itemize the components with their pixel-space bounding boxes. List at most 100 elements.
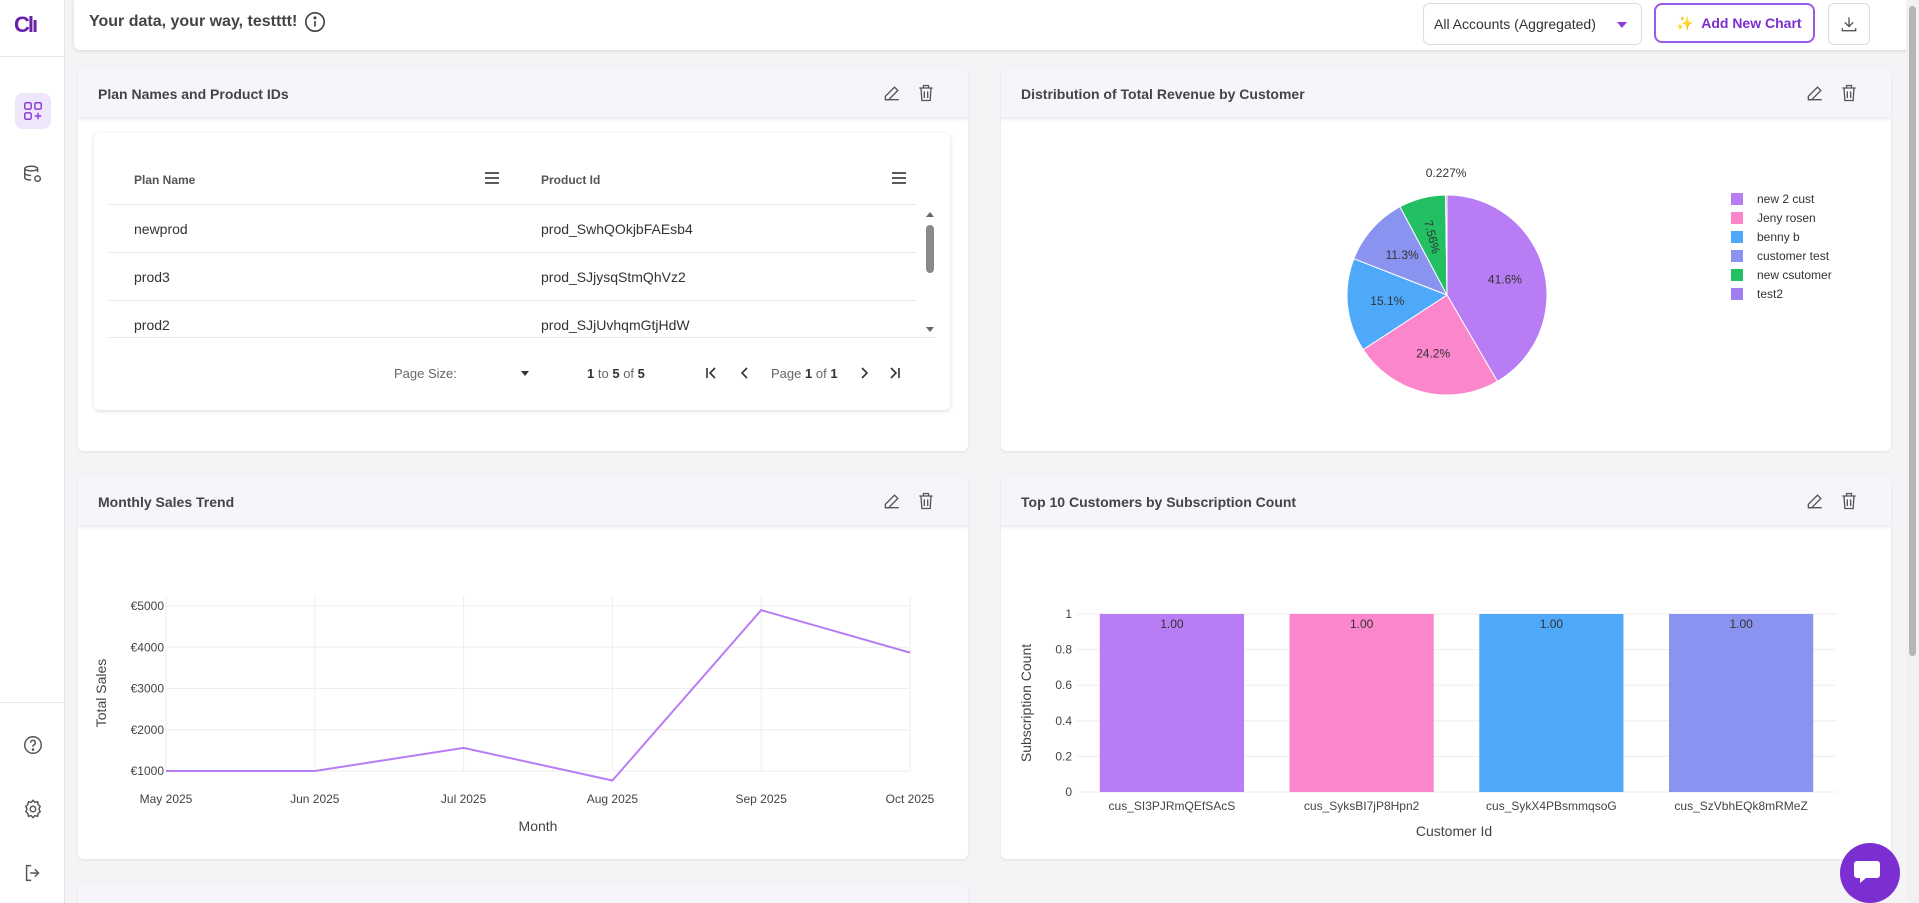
edit-icon[interactable] [1805, 83, 1825, 103]
chevron-down-icon [1617, 22, 1627, 28]
x-axis-title: Customer Id [1416, 823, 1492, 839]
column-menu-icon[interactable] [890, 170, 908, 186]
pie-slice[interactable] [1362, 294, 1499, 396]
page-size-dropdown[interactable] [521, 371, 529, 376]
y-tick-label: 0.4 [1055, 714, 1072, 728]
pie-slice[interactable] [1446, 194, 1548, 383]
edit-icon[interactable] [882, 491, 902, 511]
card-title: Monthly Sales Trend [98, 494, 235, 510]
y-tick-label: 1 [1065, 607, 1072, 621]
data-point[interactable] [462, 746, 466, 750]
legend-swatch [1731, 288, 1743, 300]
cell-product-id: prod_SJjysqStmQhVz2 [541, 269, 686, 285]
data-point[interactable] [313, 769, 317, 773]
page-scrollbar-thumb[interactable] [1909, 6, 1916, 656]
account-selector-value: All Accounts (Aggregated) [1434, 16, 1596, 32]
card-top-customers: Top 10 Customers by Subscription Count 0… [1001, 476, 1891, 859]
trash-icon[interactable] [916, 491, 936, 511]
greeting-text: Your data, your way, testttt! [89, 13, 298, 30]
pie-data-label: 0.227% [1426, 166, 1467, 180]
legend-label[interactable]: customer test [1757, 249, 1830, 263]
sidebar-item-dashboard[interactable] [15, 93, 51, 129]
y-tick-label: €5000 [131, 599, 165, 613]
x-tick-label: Jul 2025 [441, 792, 487, 806]
column-header-plan-name[interactable]: Plan Name [134, 173, 196, 187]
bar[interactable] [1289, 614, 1434, 792]
bar[interactable] [1099, 614, 1244, 792]
sidebar-divider [0, 56, 65, 57]
pie-chart: 41.6%24.2%15.1%11.3%7.56%0.227%new 2 cus… [1346, 166, 1832, 396]
sidebar-item-data-sources[interactable] [15, 157, 51, 193]
app-logo[interactable]: Clı [14, 12, 38, 37]
series-line[interactable] [166, 608, 911, 782]
pie-slice[interactable] [1445, 194, 1448, 296]
trash-icon[interactable] [916, 83, 936, 103]
data-point[interactable] [759, 608, 763, 612]
y-tick-label: €4000 [131, 640, 165, 654]
page-size-label: Page Size: [394, 366, 457, 381]
gear-icon [24, 799, 42, 819]
table-row[interactable]: newprod prod_SwhQOkjbFAEsb4 [109, 204, 916, 252]
chat-support-button[interactable] [1840, 843, 1900, 903]
page-scrollbar[interactable] [1906, 0, 1919, 903]
column-menu-icon[interactable] [483, 170, 501, 186]
cell-product-id: prod_SJjUvhqmGtjHdW [541, 317, 690, 333]
settings-button[interactable] [15, 791, 51, 827]
bar-chart: 0 0.2 0.4 0.6 0.8 1 1.00 cus_SI3PJRmQEfSAcS 1.00… [1018, 607, 1836, 839]
bar[interactable] [1479, 614, 1624, 792]
x-tick-label: Jun 2025 [290, 792, 340, 806]
pie-slice[interactable] [1353, 206, 1449, 296]
bar-value-label: 1.00 [1729, 617, 1753, 631]
info-icon[interactable] [304, 11, 326, 33]
legend-swatch [1731, 250, 1743, 262]
x-tick-label: Sep 2025 [736, 792, 788, 806]
trash-icon[interactable] [1839, 491, 1859, 511]
y-tick-label: 0 [1065, 785, 1072, 799]
data-point[interactable] [908, 651, 912, 655]
pie-slice[interactable] [1346, 258, 1449, 351]
legend-label[interactable]: test2 [1757, 287, 1783, 301]
help-button[interactable] [15, 727, 51, 763]
sidebar: Clı [0, 0, 65, 903]
card-plan-table: Plan Names and Product IDs Plan Name Pro… [78, 68, 968, 451]
top-header: Your data, your way, testttt! All Accoun… [74, 0, 1912, 50]
add-new-chart-button[interactable]: ✨ Add New Chart [1654, 3, 1815, 43]
cell-plan-name: prod3 [134, 269, 170, 285]
data-point[interactable] [164, 769, 168, 773]
first-page-icon[interactable] [703, 365, 719, 381]
bar[interactable] [1669, 614, 1814, 792]
download-button[interactable] [1828, 3, 1870, 45]
edit-icon[interactable] [882, 83, 902, 103]
legend-label[interactable]: Jeny rosen [1757, 211, 1816, 225]
x-tick-label: Aug 2025 [587, 792, 639, 806]
y-tick-label: 0.2 [1055, 749, 1072, 763]
sidebar-divider [0, 702, 65, 703]
legend-label[interactable]: benny b [1757, 230, 1800, 244]
card-title: Plan Names and Product IDs [98, 86, 289, 102]
y-axis-title: Subscription Count [1018, 644, 1034, 762]
legend-label[interactable]: new csutomer [1757, 268, 1832, 282]
card-monthly-sales: Monthly Sales Trend €1000 €2000 €3000 €4000… [78, 476, 968, 859]
prev-page-icon[interactable] [737, 365, 753, 381]
column-header-product-id[interactable]: Product Id [541, 173, 601, 187]
next-page-icon[interactable] [856, 365, 872, 381]
table-row[interactable]: prod2 prod_SJjUvhqmGtjHdW [109, 300, 916, 337]
x-axis-title: Month [519, 818, 558, 834]
card-header: Monthly Sales Trend [78, 476, 968, 526]
logout-button[interactable] [15, 855, 51, 891]
y-tick-label: €3000 [131, 682, 165, 696]
card-partial [78, 884, 968, 903]
table-row[interactable]: prod3 prod_SJjysqStmQhVz2 [109, 252, 916, 300]
y-tick-label: €2000 [131, 723, 165, 737]
logout-icon [25, 864, 40, 882]
x-tick-label: Oct 2025 [886, 792, 935, 806]
edit-icon[interactable] [1805, 491, 1825, 511]
account-selector[interactable]: All Accounts (Aggregated) [1423, 3, 1642, 45]
table-scrollbar[interactable] [924, 211, 936, 335]
chat-icon [1854, 861, 1880, 883]
data-point[interactable] [610, 778, 614, 782]
trash-icon[interactable] [1839, 83, 1859, 103]
last-page-icon[interactable] [887, 365, 903, 381]
line-chart: €1000 €2000 €3000 €4000 €5000 May 2025 Jun 202… [93, 596, 935, 834]
legend-label[interactable]: new 2 cust [1757, 192, 1815, 206]
